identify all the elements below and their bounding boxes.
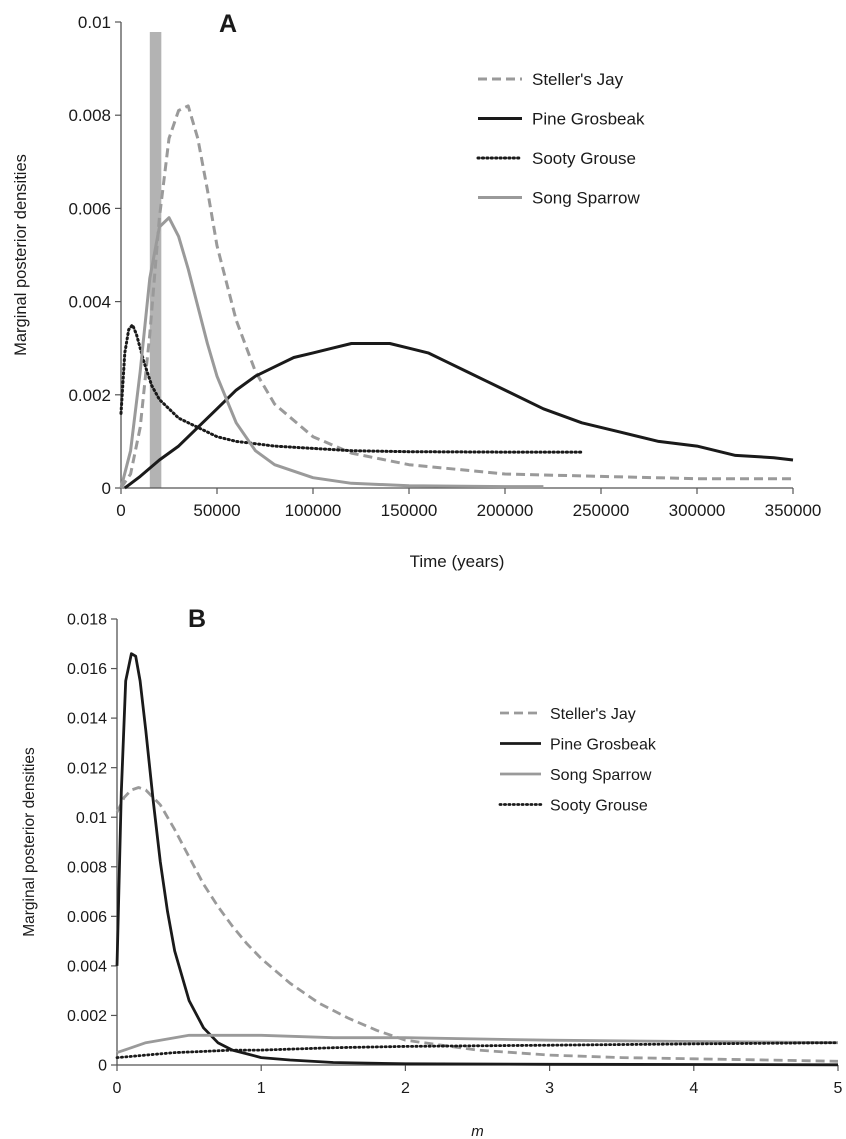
y-tick-label: 0.008 [68,106,111,125]
x-tick-label: 0 [116,501,125,520]
series-line-song-sparrow [116,1033,839,1054]
y-tick-label: 0.01 [78,13,111,32]
y-tick-label: 0.016 [67,661,107,678]
series-line-sooty-grouse [119,323,584,454]
y-tick-label: 0.006 [67,909,107,926]
x-tick-label: 250000 [573,501,630,520]
legend-label: Sooty Grouse [532,149,636,168]
y-tick-label: 0.006 [68,199,111,218]
x-tick-label: 4 [689,1080,698,1097]
y-tick-label: 0.01 [76,810,107,827]
series-line-song-sparrow [119,216,544,489]
legend: Steller's Jay Pine Grosbeak Song Sparrow So… [498,706,657,814]
x-tick-label: 0 [113,1080,122,1097]
legend-label: Song Sparrow [532,189,640,208]
y-tick-label: 0.002 [68,386,111,405]
x-tick-label: 150000 [381,501,438,520]
y-tick-label: 0.004 [67,958,107,975]
x-axis-label: m [471,1123,484,1139]
y-axis-label: Marginal posterior densities [12,154,30,356]
series-line-pine-grosbeak [115,652,839,1067]
x-tick-label: 3 [545,1080,554,1097]
y-tick-label: 0.018 [67,612,107,629]
x-tick-label: 2 [401,1080,410,1097]
x-tick-label: 1 [257,1080,266,1097]
x-axis-label: Time (years) [410,552,505,571]
series-line-steller-s-jay [115,786,839,1063]
series-line-pine-grosbeak [123,342,794,490]
y-tick-label: 0 [102,479,111,498]
y-tick-label: 0.004 [68,293,111,312]
legend-label: Pine Grosbeak [550,736,657,753]
y-tick-label: 0.002 [67,1008,107,1025]
x-tick-label: 350000 [765,501,822,520]
series-line-steller-s-jay [119,104,793,489]
x-tick-label: 100000 [285,501,342,520]
x-tick-label: 300000 [669,501,726,520]
y-tick-label: 0.012 [67,760,107,777]
legend: Steller's Jay Pine Grosbeak Sooty Grouse So… [476,70,645,208]
panel-label: A [219,10,237,38]
y-tick-label: 0.008 [67,859,107,876]
panel-label: B [188,605,206,633]
panel-a: 0 0.002 0.004 0.006 0.008 0.01 0 50000 100000 150… [12,10,821,571]
legend-label: Sooty Grouse [550,797,648,814]
y-tick-label: 0 [98,1058,107,1075]
legend-label: Steller's Jay [550,706,636,723]
y-axis-label: Marginal posterior densities [21,747,38,937]
panel-b: 0 0.002 0.004 0.006 0.008 0.01 0.012 0.014 0.016… [21,605,843,1139]
series-line-sooty-grouse [115,1041,840,1059]
y-tick-label: 0.014 [67,711,107,728]
legend-label: Pine Grosbeak [532,110,645,129]
x-tick-label: 5 [834,1080,843,1097]
x-tick-label: 50000 [193,501,240,520]
x-tick-label: 200000 [477,501,534,520]
legend-label: Steller's Jay [532,70,624,89]
legend-label: Song Sparrow [550,767,652,784]
